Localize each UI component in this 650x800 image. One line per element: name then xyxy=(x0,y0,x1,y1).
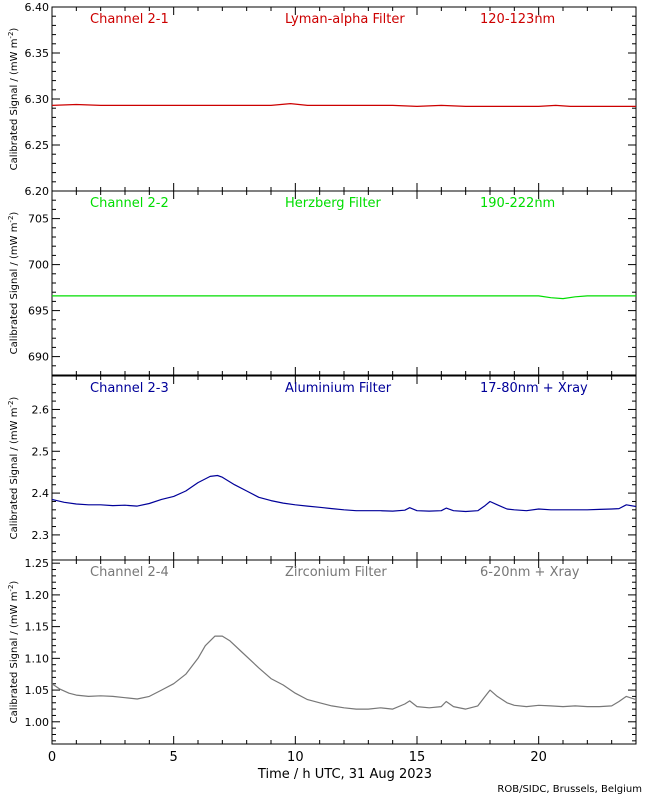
y-tick-label: 1.00 xyxy=(25,716,50,729)
filter-label: Lyman-alpha Filter xyxy=(285,12,405,27)
channel-label: Channel 2-2 xyxy=(90,196,169,211)
panel-4: 1.00 1.05 1.10 1.15 1.20 1.25 Calibrated Signa… xyxy=(7,557,637,745)
band-label: 17-80nm + Xray xyxy=(480,381,588,396)
y-tick-label: 1.20 xyxy=(25,589,50,602)
y-tick-label: 2.4 xyxy=(32,487,50,500)
channel-label: Channel 2-3 xyxy=(90,381,169,396)
x-axis: 0 5 10 15 20 xyxy=(48,750,547,765)
y-tick-label: 2.5 xyxy=(32,445,50,458)
filter-label: Aluminium Filter xyxy=(285,381,392,396)
channel-label: Channel 2-4 xyxy=(90,565,169,580)
series-line xyxy=(52,295,636,300)
y-tick-label: 6.20 xyxy=(25,185,50,198)
channel-label: Channel 2-1 xyxy=(90,12,169,27)
x-tick-label: 15 xyxy=(409,750,426,765)
y-axis-label-main: Calibrated Signal / (mW m xyxy=(9,408,20,540)
filter-label: Herzberg Filter xyxy=(285,196,382,211)
x-tick-label: 5 xyxy=(170,750,178,765)
x-tick-label: 10 xyxy=(287,750,304,765)
y-tick-label: 695 xyxy=(28,305,49,318)
y-axis-label: Calibrated Signal / (mW m-2) xyxy=(7,212,20,355)
y-axis-label: Calibrated Signal / (mW m-2) xyxy=(7,397,20,540)
y-axis-label-close: ) xyxy=(9,397,20,401)
y-axis-label: Calibrated Signal / (mW m-2) xyxy=(7,581,20,724)
credit-text: ROB/SIDC, Brussels, Belgium xyxy=(497,784,642,795)
x-tick-label: 0 xyxy=(48,750,56,765)
panel-frame xyxy=(51,375,637,561)
y-tick-label: 6.25 xyxy=(25,139,50,152)
y-tick-label: 1.10 xyxy=(25,652,50,665)
y-tick-label: 2.6 xyxy=(32,403,50,416)
panel-frame xyxy=(51,559,637,745)
filter-label: Zirconium Filter xyxy=(285,565,387,580)
y-axis-label: Calibrated Signal / (mW m-2) xyxy=(7,28,20,171)
y-axis-label-exponent: -2 xyxy=(7,216,15,223)
y-axis-label-close: ) xyxy=(9,212,20,216)
y-tick-label: 6.35 xyxy=(25,47,50,60)
series-line xyxy=(51,102,636,108)
panels-layer: 6.20 6.25 6.30 6.35 6.40 Calibrated Signal / … xyxy=(7,1,637,745)
y-axis-label-close: ) xyxy=(9,581,20,585)
band-label: 120-123nm xyxy=(480,12,555,27)
series-line xyxy=(51,474,637,513)
y-tick-label: 1.25 xyxy=(25,557,50,570)
x-tick-label: 20 xyxy=(530,750,547,765)
panel-1: 6.20 6.25 6.30 6.35 6.40 Calibrated Signal / … xyxy=(7,1,637,198)
y-tick-label: 6.30 xyxy=(25,93,50,106)
y-axis-label-exponent: -2 xyxy=(7,585,15,592)
y-axis-label-main: Calibrated Signal / (mW m xyxy=(9,39,20,171)
band-label: 190-222nm xyxy=(480,196,555,211)
panel-frame xyxy=(51,6,637,192)
panel-3: 2.3 2.4 2.5 2.6 Calibrated Signal / (mW m-2)… xyxy=(7,375,637,561)
band-label: 6-20nm + Xray xyxy=(480,565,580,580)
y-tick-label: 6.40 xyxy=(25,1,50,14)
y-axis-label-exponent: -2 xyxy=(7,401,15,408)
y-tick-label: 700 xyxy=(28,259,49,272)
y-tick-label: 2.3 xyxy=(32,529,50,542)
series-line xyxy=(51,635,637,710)
y-axis-label-main: Calibrated Signal / (mW m xyxy=(9,592,20,724)
y-axis-label-main: Calibrated Signal / (mW m xyxy=(9,223,20,355)
y-tick-label: 1.15 xyxy=(25,621,50,634)
y-axis-label-close: ) xyxy=(9,28,20,32)
y-tick-label: 705 xyxy=(28,213,49,226)
panel-2: 690 695 700 705 Calibrated Signal / (mW m-2)… xyxy=(7,190,637,376)
x-axis-label: Time / h UTC, 31 Aug 2023 xyxy=(257,767,432,782)
y-tick-label: 1.05 xyxy=(25,684,50,697)
y-tick-label: 690 xyxy=(28,351,49,364)
y-axis-label-exponent: -2 xyxy=(7,32,15,39)
panel-frame xyxy=(51,190,637,376)
